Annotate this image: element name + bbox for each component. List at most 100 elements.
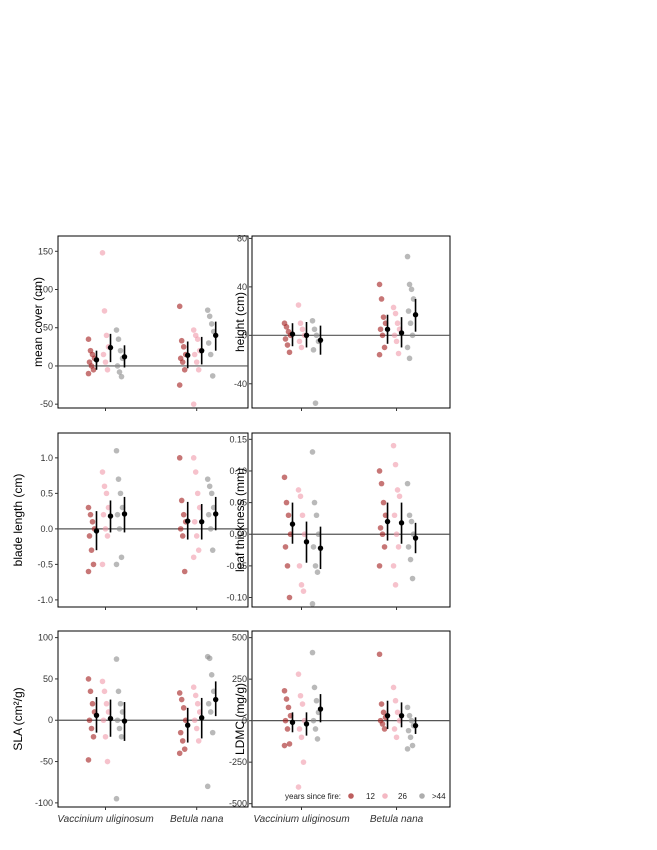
data-point (312, 563, 319, 569)
data-point (309, 317, 316, 324)
data-point (103, 700, 110, 707)
y-tick-label: 0.05 (229, 498, 247, 508)
data-point (296, 726, 303, 732)
data-point (102, 359, 109, 365)
data-point (88, 725, 95, 732)
mean-point (398, 330, 405, 336)
data-point (407, 734, 414, 741)
data-point (177, 729, 184, 736)
data-point (390, 442, 397, 449)
mean-point (93, 357, 100, 363)
mean-point (398, 712, 405, 719)
mean-point (398, 520, 405, 526)
data-point (380, 314, 387, 320)
mean-point (384, 518, 391, 525)
data-point (114, 717, 121, 724)
data-point (394, 709, 401, 716)
data-point (408, 518, 415, 525)
data-point (299, 326, 306, 333)
data-point (205, 700, 212, 707)
data-point (313, 512, 320, 519)
data-point (404, 253, 411, 260)
mean-point (213, 696, 219, 703)
data-point (283, 696, 290, 702)
data-point (379, 332, 386, 339)
panel-2: -40 0 40 80 height (cm) (233, 233, 451, 411)
data-point (407, 556, 414, 563)
data-point (206, 483, 213, 490)
data-point (90, 733, 97, 740)
data-point (104, 758, 111, 765)
data-point (208, 490, 215, 497)
x-category-label: Vaccinium uliginosum (253, 814, 349, 825)
y-tick-label: 0.5 (40, 488, 53, 498)
data-point (286, 349, 293, 356)
mean-point (93, 712, 100, 718)
legend-label-44: >44 (432, 792, 446, 801)
y-tick-label: -100 (35, 798, 53, 808)
data-point (285, 704, 292, 711)
data-point (395, 350, 402, 357)
data-point (191, 351, 198, 358)
data-point (192, 692, 199, 699)
data-point (378, 480, 385, 487)
x-category-label: Betula nana (170, 814, 224, 825)
data-point (379, 721, 386, 727)
mean-point (213, 332, 219, 339)
data-point (100, 511, 107, 518)
y-tick-label: 100 (38, 285, 53, 295)
data-point (295, 671, 302, 677)
data-point (85, 676, 92, 682)
data-point (207, 526, 214, 532)
data-point (405, 544, 412, 550)
data-point (117, 700, 124, 707)
data-point (102, 526, 109, 532)
data-point (190, 684, 197, 690)
y-tick-label: 0.0 (40, 524, 53, 534)
data-point (393, 734, 400, 741)
legend: years since fire: 12 26 >44 (285, 792, 446, 801)
y-tick-label: -50 (40, 399, 53, 409)
data-point (193, 533, 200, 539)
data-point (391, 332, 398, 339)
data-point (286, 594, 293, 601)
data-point (99, 469, 106, 475)
mean-point (107, 513, 114, 519)
mean-point (185, 722, 191, 728)
data-point (376, 281, 383, 288)
data-point (113, 447, 120, 454)
data-point (88, 547, 95, 553)
data-point (176, 750, 183, 757)
y-tick-label: -1.0 (37, 595, 53, 605)
data-point (406, 355, 413, 362)
data-point (85, 336, 92, 343)
y-axis-label: LDMC (mg/g) (233, 683, 247, 755)
data-point (284, 342, 291, 348)
data-point (113, 656, 120, 662)
data-point (195, 547, 202, 553)
data-point (85, 370, 92, 377)
data-point (118, 733, 125, 740)
data-point (409, 742, 416, 749)
data-point (204, 476, 211, 482)
data-point (179, 533, 186, 539)
y-tick-label: 250 (232, 674, 247, 684)
data-point (394, 320, 401, 327)
data-point (297, 320, 304, 327)
data-point (193, 725, 200, 732)
data-point (381, 344, 388, 351)
mean-point (185, 518, 191, 524)
data-point (207, 351, 214, 358)
data-point (87, 688, 94, 695)
data-point (179, 738, 186, 744)
data-point (377, 525, 384, 531)
data-point (300, 588, 307, 594)
data-point (281, 474, 288, 481)
data-point (176, 303, 183, 310)
data-point (390, 304, 397, 311)
y-tick-label: 500 (232, 633, 247, 643)
data-point (208, 321, 215, 327)
y-tick-label: -0.05 (226, 561, 247, 571)
x-category-label: Vaccinium uliginosum (57, 814, 153, 825)
